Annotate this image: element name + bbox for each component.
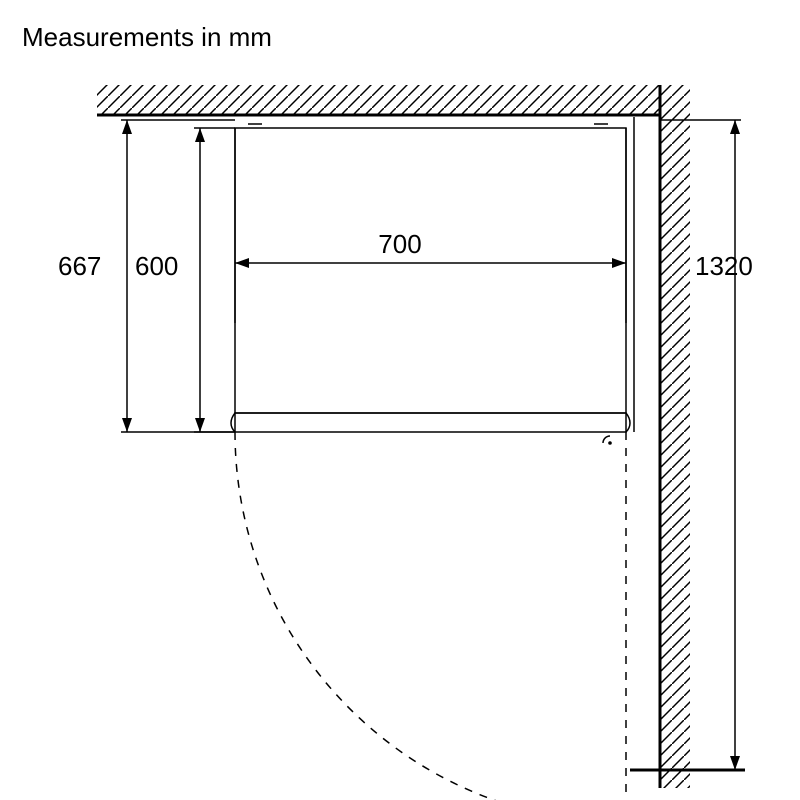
dim-667-label: 667 xyxy=(58,251,101,281)
appliance-door-strip xyxy=(235,413,626,432)
dim-arrow xyxy=(730,120,740,134)
dim-arrow xyxy=(122,418,132,432)
dim-arrow xyxy=(235,258,249,268)
dim-1320-label: 1320 xyxy=(695,251,753,281)
technical-diagram: 667 600 700 1320 xyxy=(0,0,800,800)
dim-arrow xyxy=(195,418,205,432)
dim-arrow xyxy=(195,128,205,142)
door-swing-arc xyxy=(235,432,626,800)
wall-hatch-right xyxy=(660,85,690,788)
appliance-body xyxy=(235,128,626,413)
wall-hatch-top xyxy=(97,85,690,115)
dim-600-label: 600 xyxy=(135,251,178,281)
hinge-pivot-dot xyxy=(608,441,612,445)
dim-700-label: 700 xyxy=(378,229,421,259)
dim-arrow xyxy=(122,120,132,134)
dim-arrow xyxy=(730,756,740,770)
dim-arrow xyxy=(612,258,626,268)
